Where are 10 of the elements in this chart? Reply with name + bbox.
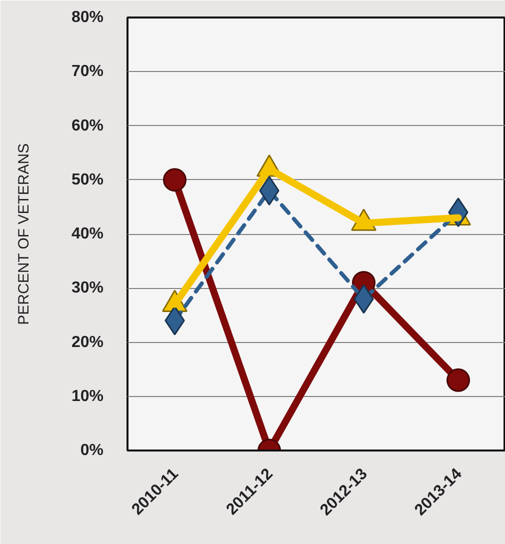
y-tick-label: 40% [71,226,104,242]
y-tick-label: 80% [71,9,104,26]
y-tick-label: 30% [71,280,104,297]
y-tick-label: 10% [71,388,104,405]
y-tick-label: 50% [71,171,104,188]
y-tick-label: 60% [71,117,104,134]
y-axis-title: PERCENT OF VETERANS [15,143,32,325]
y-tick-label: 0% [80,442,104,459]
y-tick-label: 70% [71,63,104,80]
y-tick-label: 20% [71,334,104,351]
